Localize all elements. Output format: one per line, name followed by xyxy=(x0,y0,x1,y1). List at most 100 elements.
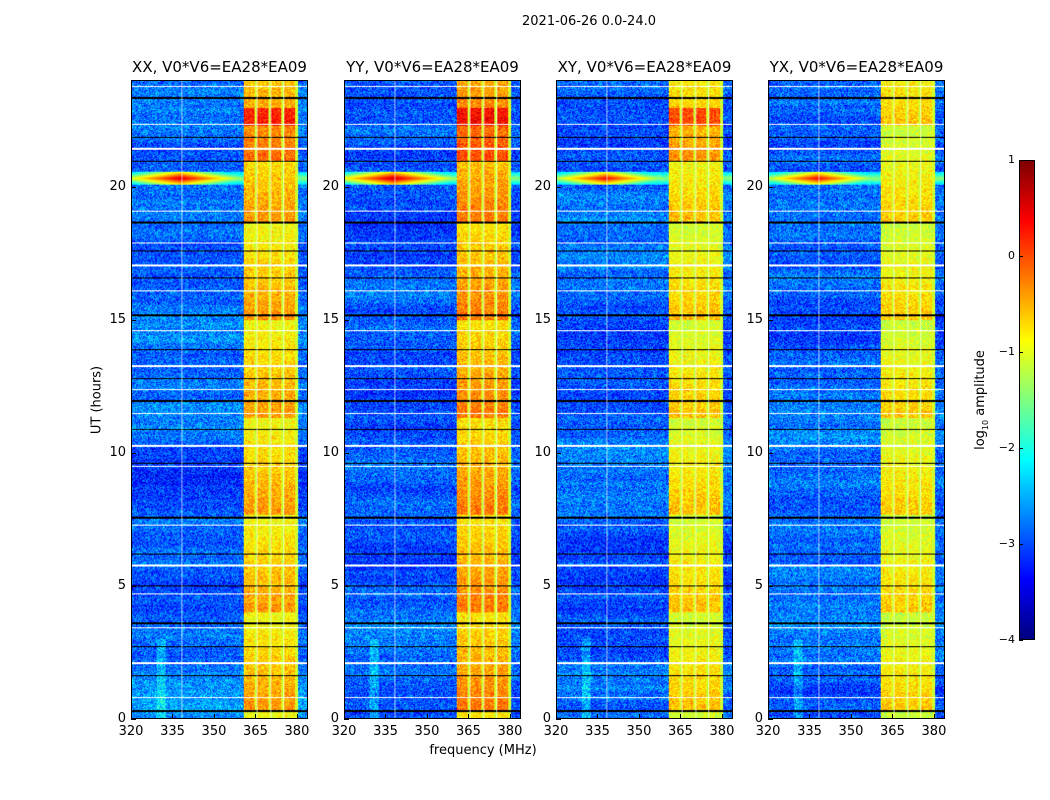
heatmap-panel xyxy=(768,80,945,719)
y-tick-mark xyxy=(131,186,136,188)
y-tick-mark xyxy=(768,719,773,720)
x-tick-mark xyxy=(597,714,599,719)
colorbar-label-log: log xyxy=(973,430,989,450)
figure-title: 2021-06-26 0.0-24.0 xyxy=(522,14,656,29)
x-tick-label: 350 xyxy=(201,724,227,739)
heatmap-image xyxy=(769,81,944,718)
y-tick-mark xyxy=(768,452,773,454)
x-tick-mark xyxy=(768,714,769,719)
x-tick-label: 320 xyxy=(118,724,144,739)
x-tick-mark xyxy=(172,714,174,719)
x-tick-label: 365 xyxy=(668,724,693,739)
x-tick-mark xyxy=(296,714,298,719)
y-tick-mark xyxy=(131,452,136,454)
y-tick-label: 10 xyxy=(534,444,551,460)
colorbar-label-text: amplitude xyxy=(973,350,989,420)
colorbar-tick-mark xyxy=(1019,448,1023,449)
y-tick-mark xyxy=(556,186,561,188)
y-tick-label: 10 xyxy=(746,444,763,460)
x-tick-label: 380 xyxy=(284,724,310,739)
colorbar xyxy=(1019,160,1035,640)
y-tick-label: 0 xyxy=(542,711,551,726)
x-tick-mark xyxy=(255,714,257,719)
colorbar-tick-mark xyxy=(1019,640,1023,641)
x-tick-label: 320 xyxy=(543,724,569,739)
y-tick-mark xyxy=(556,585,561,587)
y-tick-mark xyxy=(344,585,349,587)
x-tick-label: 380 xyxy=(497,724,523,739)
x-tick-mark xyxy=(131,714,132,719)
y-tick-mark xyxy=(768,319,773,321)
colorbar-label: log10 amplitude xyxy=(973,350,990,450)
y-tick-label: 15 xyxy=(322,311,339,327)
y-tick-label: 15 xyxy=(746,311,763,327)
colorbar-tick-label: −4 xyxy=(998,633,1015,646)
colorbar-tick-mark xyxy=(1019,160,1023,161)
colorbar-tick-label: −2 xyxy=(998,441,1015,454)
y-tick-label: 10 xyxy=(322,444,339,460)
y-tick-label: 5 xyxy=(330,577,339,593)
x-tick-label: 365 xyxy=(880,724,905,739)
y-tick-mark xyxy=(344,319,349,321)
heatmap-panel xyxy=(344,80,521,719)
heatmap-image xyxy=(132,81,307,718)
x-tick-mark xyxy=(850,714,852,719)
x-tick-label: 335 xyxy=(797,724,822,739)
colorbar-tick-label: −1 xyxy=(998,345,1015,358)
colorbar-tick-mark xyxy=(1019,352,1023,353)
y-tick-mark xyxy=(344,719,349,720)
x-tick-mark xyxy=(809,714,811,719)
x-tick-mark xyxy=(933,714,935,719)
x-tick-label: 350 xyxy=(414,724,440,739)
y-tick-label: 20 xyxy=(534,178,551,194)
x-tick-label: 350 xyxy=(626,724,652,739)
y-tick-mark xyxy=(768,585,773,587)
x-tick-mark xyxy=(638,714,640,719)
colorbar-tick-label: −3 xyxy=(998,537,1015,550)
y-tick-label: 20 xyxy=(746,178,763,194)
x-tick-label: 335 xyxy=(585,724,610,739)
y-axis-label: UT (hours) xyxy=(89,365,105,435)
x-tick-mark xyxy=(556,714,557,719)
x-tick-label: 335 xyxy=(160,724,185,739)
panel-title: YX, V0*V6=EA28*EA09 xyxy=(769,58,944,76)
x-tick-label: 365 xyxy=(243,724,268,739)
panel-title: XX, V0*V6=EA28*EA09 xyxy=(132,58,307,76)
heatmap-image xyxy=(345,81,520,718)
x-tick-mark xyxy=(892,714,894,719)
y-tick-label: 20 xyxy=(109,178,126,194)
y-tick-label: 0 xyxy=(117,711,126,726)
y-tick-mark xyxy=(131,319,136,321)
y-tick-mark xyxy=(131,719,136,720)
y-tick-mark xyxy=(556,452,561,454)
x-tick-label: 365 xyxy=(456,724,481,739)
y-tick-label: 5 xyxy=(754,577,763,593)
heatmap-image xyxy=(557,81,732,718)
x-tick-mark xyxy=(426,714,428,719)
y-tick-label: 20 xyxy=(322,178,339,194)
x-tick-label: 380 xyxy=(709,724,735,739)
x-tick-mark xyxy=(344,714,345,719)
x-tick-mark xyxy=(468,714,470,719)
y-tick-label: 0 xyxy=(330,711,339,726)
y-tick-mark xyxy=(344,452,349,454)
x-tick-label: 380 xyxy=(921,724,947,739)
panel-title: XY, V0*V6=EA28*EA09 xyxy=(557,58,732,76)
x-tick-mark xyxy=(385,714,387,719)
y-tick-mark xyxy=(131,585,136,587)
x-tick-label: 335 xyxy=(373,724,398,739)
colorbar-tick-mark xyxy=(1019,256,1023,257)
y-tick-label: 15 xyxy=(109,311,126,327)
x-axis-label: frequency (MHz) xyxy=(429,743,537,758)
panel-title: YY, V0*V6=EA28*EA09 xyxy=(346,58,519,76)
x-tick-mark xyxy=(721,714,723,719)
y-tick-label: 10 xyxy=(109,444,126,460)
y-tick-mark xyxy=(556,319,561,321)
colorbar-tick-mark xyxy=(1019,544,1023,545)
heatmap-panel xyxy=(131,80,308,719)
x-tick-mark xyxy=(213,714,215,719)
colorbar-tick-label: 1 xyxy=(1008,153,1015,166)
y-tick-label: 0 xyxy=(754,711,763,726)
y-tick-label: 5 xyxy=(542,577,551,593)
x-tick-mark xyxy=(680,714,682,719)
